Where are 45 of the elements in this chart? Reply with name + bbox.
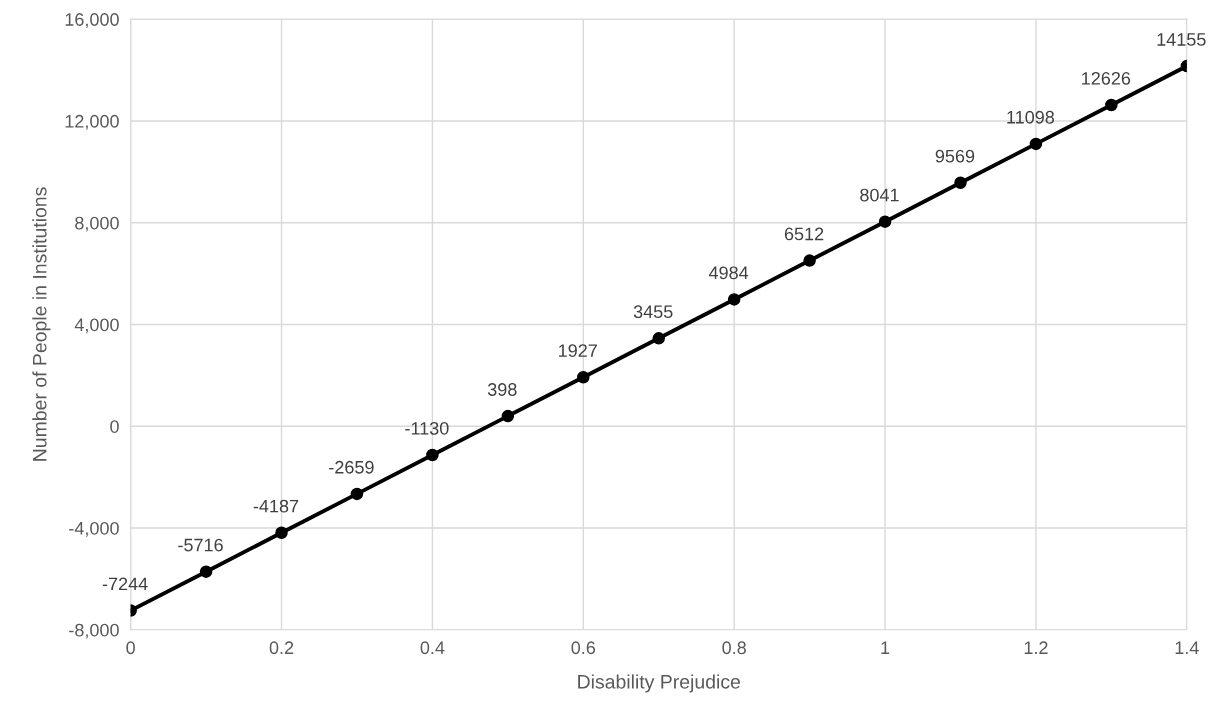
x-tick-label: 0.6 (571, 641, 596, 655)
data-label: 4984 (708, 266, 749, 280)
x-tick-label: 0.8 (722, 641, 746, 655)
point (878, 215, 892, 228)
y-tick-label: 8,000 (75, 216, 119, 232)
data-label: -5716 (178, 538, 223, 552)
point (727, 293, 741, 306)
data-label: 8041 (860, 188, 899, 202)
data-label: -4187 (253, 499, 299, 513)
point (275, 526, 288, 540)
point (350, 487, 364, 501)
x-tick-label: 0 (126, 641, 135, 655)
y-tick-label: -8,000 (69, 623, 119, 639)
y-axis-title: Number of People in Institutions (32, 187, 51, 461)
data-label: -2659 (329, 460, 374, 474)
point (199, 565, 213, 578)
point (803, 254, 816, 267)
point (652, 332, 665, 345)
point (426, 448, 439, 462)
point (954, 176, 967, 190)
x-tick-label: 1.4 (1175, 641, 1199, 654)
data-label: 398 (487, 383, 517, 396)
y-tick-label: 16,000 (65, 13, 119, 29)
data-label: 9569 (935, 149, 975, 163)
y-tick-label: 4,000 (74, 318, 119, 334)
data-label: -1130 (405, 421, 449, 435)
x-axis-title: Disability Prejudice (578, 674, 740, 693)
point (1029, 137, 1043, 151)
data-label: 12626 (1082, 71, 1131, 85)
data-label: 11098 (1007, 110, 1055, 124)
x-tick-label: 1.2 (1024, 641, 1048, 654)
data-label: 3455 (633, 305, 673, 319)
point (577, 370, 590, 384)
data-label: 14155 (1157, 33, 1206, 46)
y-tick-label: -4,000 (69, 521, 119, 537)
data-label: 1927 (559, 344, 597, 357)
data-label: -7244 (102, 577, 148, 591)
x-tick-label: 1 (881, 641, 890, 654)
data-label: 6512 (784, 227, 824, 241)
y-tick-label: 0 (110, 420, 119, 433)
y-tick-label: 12,000 (65, 114, 119, 130)
point (501, 409, 515, 423)
point (1105, 98, 1118, 112)
x-tick-label: 0.4 (420, 641, 445, 655)
x-tick-label: 0.2 (269, 641, 294, 655)
